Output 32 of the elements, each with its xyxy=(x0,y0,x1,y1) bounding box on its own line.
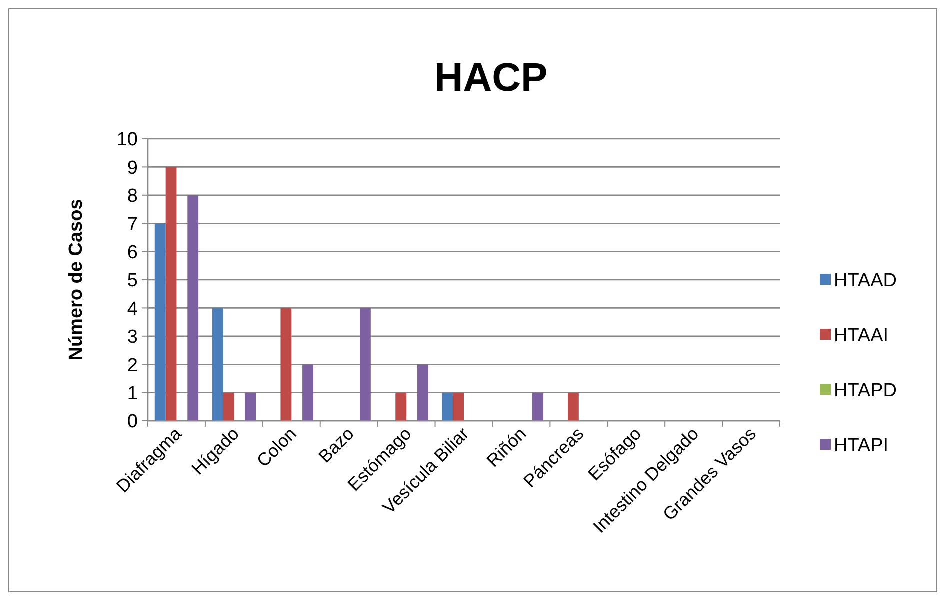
bar xyxy=(396,392,407,421)
y-tick-label: 10 xyxy=(116,130,138,151)
legend-label: HTAPD xyxy=(834,380,897,402)
chart-title: HACP xyxy=(434,56,548,100)
bar xyxy=(166,167,177,421)
bar xyxy=(188,195,199,421)
legend-label: HTAPI xyxy=(834,436,889,457)
bar xyxy=(453,392,464,421)
bar xyxy=(154,224,166,421)
y-axis-title: Número de Casos xyxy=(66,199,87,361)
bar xyxy=(302,364,314,421)
bar xyxy=(532,392,544,421)
y-tick-label: 0 xyxy=(127,412,138,433)
bar xyxy=(245,392,256,421)
y-tick-label: 7 xyxy=(127,214,138,236)
y-tick-label: 8 xyxy=(127,186,138,208)
bar xyxy=(212,308,224,421)
y-tick-label: 4 xyxy=(127,298,138,320)
y-tick-label: 2 xyxy=(127,355,138,376)
bar xyxy=(442,392,454,421)
bar xyxy=(360,308,371,421)
legend-label: HTAAI xyxy=(834,326,889,347)
bar xyxy=(417,364,428,421)
bar xyxy=(280,308,292,421)
bar xyxy=(223,392,234,421)
legend-label: HTAAD xyxy=(834,270,897,292)
bar xyxy=(568,392,579,421)
y-tick-label: 6 xyxy=(127,242,138,264)
y-tick-label: 5 xyxy=(127,270,138,292)
y-tick-label: 1 xyxy=(127,383,138,404)
y-tick-label: 9 xyxy=(127,158,138,179)
y-tick-label: 3 xyxy=(127,327,138,348)
